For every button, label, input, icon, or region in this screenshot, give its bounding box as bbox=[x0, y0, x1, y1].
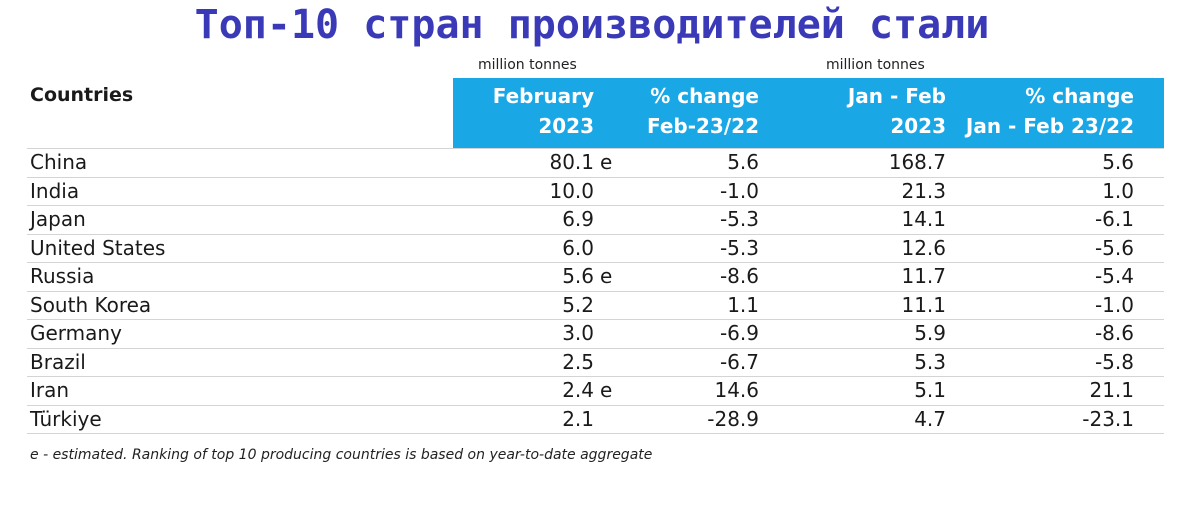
column-header-countries: Countries bbox=[30, 84, 134, 106]
cell-pct-change-jan-feb: -5.6 bbox=[1094, 235, 1134, 260]
cell-pct-change-jan-feb: -6.1 bbox=[1094, 207, 1134, 231]
cell-february-2023: 2.4 bbox=[562, 378, 594, 402]
cell-country: Russia bbox=[30, 264, 95, 288]
cell-february-2023: 2.1 bbox=[562, 406, 594, 431]
cell-february-2023: 3.0 bbox=[562, 321, 594, 345]
cell-jan-feb-2023: 168.7 bbox=[888, 150, 946, 174]
column-header-pct-change-jan-feb: % change Jan - Feb 23/22 bbox=[965, 84, 1134, 138]
cell-pct-change-feb: 5.6 bbox=[727, 150, 759, 174]
cell-february-2023: 5.2 bbox=[562, 292, 594, 317]
column-header-february-2023: February 2023 bbox=[492, 84, 594, 138]
cell-february-2023: 80.1 bbox=[549, 150, 594, 174]
cell-february-2023: 10.0 bbox=[549, 178, 594, 203]
cell-pct-change-feb: -5.3 bbox=[719, 235, 759, 260]
table-row: Türkiye 2.1 -28.9 4.7 -23.1 bbox=[27, 406, 1164, 434]
table-row: India 10.0 -1.0 21.3 1.0 bbox=[27, 178, 1164, 206]
unit-label-jan-feb: million tonnes bbox=[826, 57, 925, 73]
cell-jan-feb-2023: 5.1 bbox=[914, 378, 946, 402]
cell-jan-feb-2023: 5.3 bbox=[914, 349, 946, 374]
cell-pct-change-feb: -6.7 bbox=[719, 349, 759, 374]
table-row: Russia 5.6 e -8.6 11.7 -5.4 bbox=[27, 263, 1164, 292]
cell-country: Japan bbox=[30, 207, 86, 231]
cell-february-2023: 6.0 bbox=[562, 235, 594, 260]
cell-february-2023: 6.9 bbox=[562, 207, 594, 231]
cell-country: South Korea bbox=[30, 292, 152, 317]
cell-country: Germany bbox=[30, 321, 122, 345]
cell-estimated-flag: e bbox=[600, 378, 613, 402]
column-header-pct-change-feb: % change Feb-23/22 bbox=[646, 84, 759, 138]
footnote: e - estimated. Ranking of top 10 produci… bbox=[30, 447, 653, 463]
cell-pct-change-jan-feb: 5.6 bbox=[1102, 150, 1134, 174]
cell-country: India bbox=[30, 178, 80, 203]
cell-pct-change-feb: 14.6 bbox=[714, 378, 759, 402]
cell-country: Iran bbox=[30, 378, 70, 402]
cell-estimated-flag: e bbox=[600, 264, 613, 288]
table-row: Germany 3.0 -6.9 5.9 -8.6 bbox=[27, 320, 1164, 349]
cell-country: United States bbox=[30, 235, 166, 260]
cell-february-2023: 2.5 bbox=[562, 349, 594, 374]
cell-jan-feb-2023: 14.1 bbox=[901, 207, 946, 231]
cell-pct-change-jan-feb: -5.4 bbox=[1094, 264, 1134, 288]
table-row: United States 6.0 -5.3 12.6 -5.6 bbox=[27, 235, 1164, 263]
page-title: Топ-10 стран производителей стали bbox=[194, 2, 990, 48]
cell-pct-change-feb: -5.3 bbox=[719, 207, 759, 231]
cell-jan-feb-2023: 11.1 bbox=[901, 292, 946, 317]
cell-jan-feb-2023: 21.3 bbox=[901, 178, 946, 203]
column-header-jan-feb-2023: Jan - Feb 2023 bbox=[847, 84, 946, 138]
cell-pct-change-jan-feb: -1.0 bbox=[1094, 292, 1134, 317]
table-row: China 80.1 e 5.6 168.7 5.6 bbox=[27, 148, 1164, 178]
cell-jan-feb-2023: 4.7 bbox=[914, 406, 946, 431]
cell-pct-change-jan-feb: -8.6 bbox=[1094, 321, 1134, 345]
cell-pct-change-feb: -1.0 bbox=[719, 178, 759, 203]
unit-label-february: million tonnes bbox=[478, 57, 577, 73]
cell-pct-change-jan-feb: 21.1 bbox=[1089, 378, 1134, 402]
table-row: South Korea 5.2 1.1 11.1 -1.0 bbox=[27, 292, 1164, 320]
cell-pct-change-feb: -8.6 bbox=[719, 264, 759, 288]
table-body: China 80.1 e 5.6 168.7 5.6 India 10.0 -1… bbox=[27, 148, 1164, 434]
cell-pct-change-jan-feb: 1.0 bbox=[1102, 178, 1134, 203]
cell-country: China bbox=[30, 150, 88, 174]
table-header-band bbox=[453, 78, 1164, 148]
cell-pct-change-jan-feb: -5.8 bbox=[1094, 349, 1134, 374]
cell-country: Brazil bbox=[30, 349, 86, 374]
cell-jan-feb-2023: 5.9 bbox=[914, 321, 946, 345]
table-row: Japan 6.9 -5.3 14.1 -6.1 bbox=[27, 206, 1164, 235]
cell-estimated-flag: e bbox=[600, 150, 613, 174]
cell-jan-feb-2023: 11.7 bbox=[901, 264, 946, 288]
cell-country: Türkiye bbox=[30, 406, 102, 431]
table-row: Brazil 2.5 -6.7 5.3 -5.8 bbox=[27, 349, 1164, 377]
cell-pct-change-feb: 1.1 bbox=[727, 292, 759, 317]
cell-pct-change-feb: -28.9 bbox=[707, 406, 759, 431]
cell-february-2023: 5.6 bbox=[562, 264, 594, 288]
cell-pct-change-jan-feb: -23.1 bbox=[1082, 406, 1134, 431]
cell-pct-change-feb: -6.9 bbox=[719, 321, 759, 345]
cell-jan-feb-2023: 12.6 bbox=[901, 235, 946, 260]
table-row: Iran 2.4 e 14.6 5.1 21.1 bbox=[27, 377, 1164, 406]
